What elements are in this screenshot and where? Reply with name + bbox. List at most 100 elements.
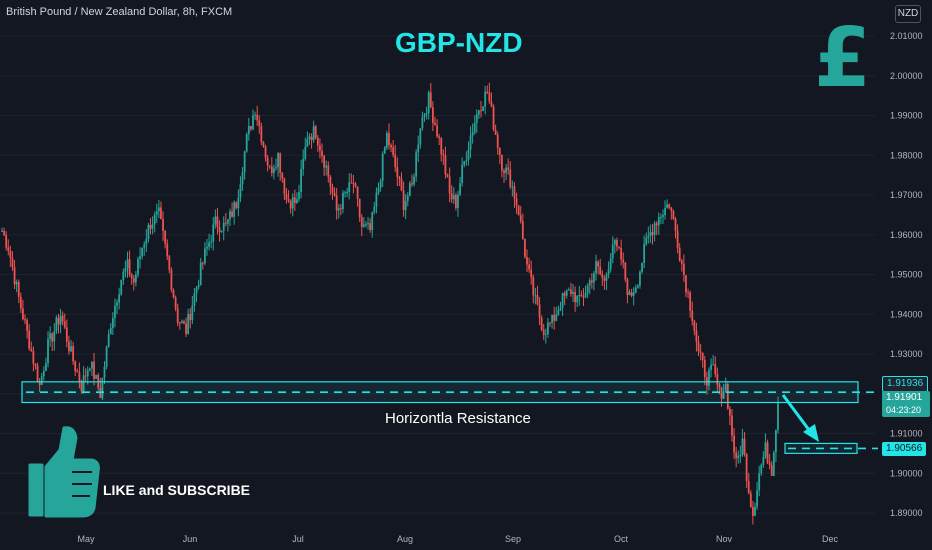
candle-body	[42, 371, 45, 377]
candle-body	[327, 165, 330, 177]
candle-body	[183, 321, 185, 324]
candle-body	[235, 202, 238, 209]
candle-body	[291, 197, 294, 209]
candle-body	[218, 227, 221, 232]
candle-body	[245, 134, 248, 152]
candle-body	[655, 223, 658, 226]
candle-body	[180, 321, 183, 323]
candle-body	[84, 375, 87, 377]
candle-body	[599, 266, 602, 275]
candle-body	[268, 165, 271, 167]
candle-body	[731, 415, 733, 436]
candle-body	[471, 132, 474, 136]
candle-body	[764, 442, 767, 457]
candle-body	[662, 214, 664, 217]
candle-body	[273, 168, 275, 173]
candle-body	[329, 176, 332, 187]
candle-body	[737, 455, 740, 459]
candle-body	[59, 315, 62, 325]
candle-body	[498, 147, 501, 156]
candle-body	[643, 244, 646, 264]
x-tick-label: Jun	[183, 534, 198, 544]
x-tick-label: Dec	[822, 534, 839, 544]
candle-body	[486, 91, 489, 93]
candle-body	[425, 113, 428, 115]
candle-body	[651, 232, 654, 235]
candle-body	[616, 239, 618, 247]
candle-body	[609, 258, 612, 270]
candle-body	[519, 215, 522, 222]
candle-body	[454, 195, 457, 209]
candle-body	[630, 292, 633, 296]
candle-body	[231, 211, 233, 217]
candle-body	[149, 224, 152, 229]
candle-body	[371, 212, 374, 231]
candle-body	[321, 150, 323, 156]
candle-body	[421, 117, 424, 129]
candle-body	[574, 292, 577, 303]
candle-body	[584, 293, 587, 298]
candle-body	[17, 281, 20, 297]
candle-body	[147, 224, 150, 239]
candle-body	[772, 452, 775, 476]
candle-body	[88, 368, 91, 371]
candle-body	[260, 126, 263, 143]
candle-body	[197, 285, 200, 288]
candle-body	[256, 114, 259, 121]
candle-body	[157, 207, 160, 212]
y-tick-label: 2.01000	[890, 31, 923, 41]
candle-body	[170, 269, 173, 291]
candle-body	[703, 359, 706, 378]
x-axis[interactable]: May Jun Jul Aug Sep Oct Nov Dec	[77, 534, 838, 544]
candle-body	[114, 305, 116, 318]
candle-body	[639, 271, 641, 286]
candle-body	[47, 339, 49, 364]
candle-body	[473, 123, 476, 133]
candle-body	[237, 197, 240, 209]
candle-body	[691, 310, 694, 321]
candle-body	[396, 167, 399, 178]
candle-body	[375, 192, 378, 207]
candle-body	[367, 223, 369, 225]
candle-body	[139, 256, 141, 260]
x-tick-label: Oct	[614, 534, 629, 544]
candle-body	[511, 186, 514, 188]
candle-body	[360, 217, 363, 227]
candle-body	[536, 295, 539, 305]
candle-body	[342, 192, 344, 209]
candle-body	[124, 268, 127, 272]
candle-body	[298, 192, 300, 200]
candle-body	[111, 317, 114, 328]
candle-body	[283, 178, 286, 195]
candle-body	[335, 195, 338, 211]
candle-body	[281, 172, 284, 179]
candle-body	[302, 158, 305, 170]
symbol-title: British Pound / New Zealand Dollar, 8h, …	[6, 6, 233, 18]
candle-body	[214, 216, 217, 225]
candle-body	[538, 304, 541, 318]
candle-body	[674, 218, 677, 231]
candle-body	[402, 190, 405, 211]
candle-body	[578, 294, 581, 297]
candle-body	[404, 201, 407, 211]
candle-body	[605, 274, 608, 281]
candle-body	[507, 167, 510, 170]
candle-body	[174, 297, 177, 309]
candle-body	[540, 317, 543, 330]
currency-badge[interactable]: NZD	[895, 5, 921, 23]
candle-body	[337, 208, 340, 211]
candle-body	[40, 376, 43, 385]
candle-body	[82, 375, 85, 392]
y-tick-label: 1.95000	[890, 270, 923, 280]
candle-body	[132, 278, 135, 283]
candle-body	[13, 267, 16, 285]
candle-body	[266, 157, 269, 166]
candle-body	[555, 314, 558, 321]
candle-body	[250, 125, 252, 130]
candle-body	[95, 374, 98, 379]
pound-icon: £	[814, 11, 872, 106]
candle-body	[653, 223, 656, 235]
candle-body	[544, 333, 547, 335]
